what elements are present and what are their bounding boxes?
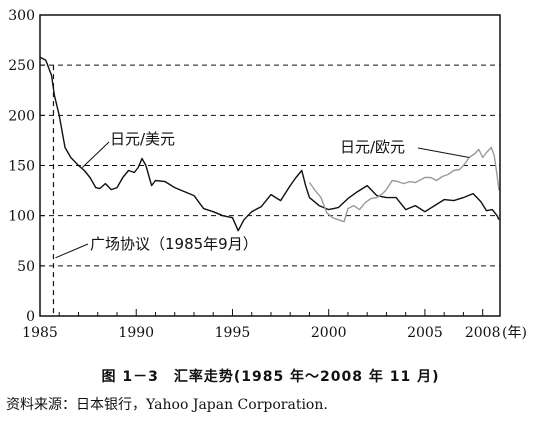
y-tick-label: 150	[8, 159, 35, 175]
x-tick-label: 2000	[311, 325, 347, 341]
axis-ticks: 0 50 100 150 200 250 300 1985 1990 1995 2000 2005 20…	[8, 8, 500, 341]
y-tick-label: 0	[26, 309, 35, 325]
series-line-jpy-eur	[308, 146, 500, 223]
x-axis-unit: (年)	[502, 325, 527, 341]
y-tick-label: 300	[8, 8, 35, 24]
y-tick-label: 50	[17, 259, 35, 275]
plaza-accord-leader	[55, 243, 89, 259]
eur-series-label: 日元/欧元	[340, 138, 405, 156]
x-tick-label: 1990	[118, 325, 154, 341]
x-tick-label: 1995	[215, 325, 251, 341]
plaza-accord-label: 广场协议（1985年9月）	[90, 235, 258, 253]
source-note: 资料来源：日本银行，Yahoo Japan Corporation.	[6, 397, 328, 413]
eur-label-leader	[417, 147, 470, 158]
y-tick-label: 250	[8, 58, 35, 74]
usd-label-leader	[81, 141, 110, 168]
x-tick-label: 1985	[22, 325, 58, 341]
x-tick-label: 2008	[465, 325, 501, 341]
series-lines	[39, 56, 500, 232]
series-line-jpy-usd	[39, 56, 500, 232]
grid-lines	[40, 64, 500, 267]
y-tick-label: 200	[8, 108, 35, 124]
x-tick-label: 2005	[407, 325, 443, 341]
exchange-rate-chart: 0 50 100 150 200 250 300 1985 1990 1995 2000 2005 20…	[8, 8, 527, 341]
y-tick-label: 100	[8, 209, 35, 225]
figure-caption: 图 1－3 汇率走势(1985 年～2008 年 11 月)	[101, 369, 440, 385]
usd-series-label: 日元/美元	[110, 130, 175, 148]
